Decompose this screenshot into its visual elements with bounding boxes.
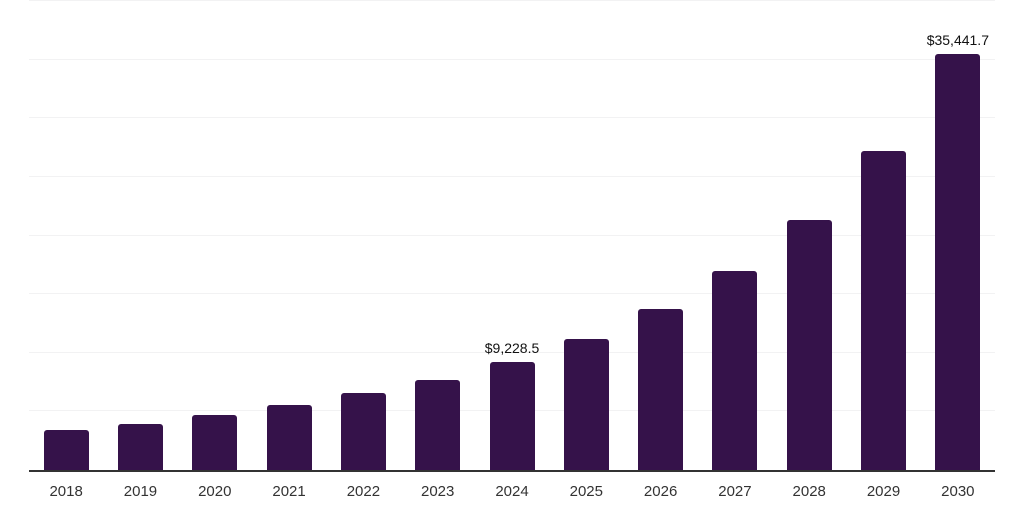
x-axis-label-2028: 2028 [792, 483, 826, 500]
bar-2029 [861, 150, 907, 470]
bar-value-label-2030: $35,441.7 [926, 32, 989, 49]
bar-2024 [489, 361, 535, 470]
gridline-40000 [29, 0, 995, 1]
x-axis-label-2030: 2030 [941, 483, 975, 500]
bar-2019 [117, 423, 163, 470]
x-axis-label-2029: 2029 [866, 483, 901, 500]
bar-2027 [712, 271, 758, 470]
gridline-30000 [29, 117, 995, 119]
bar-2023 [415, 379, 461, 470]
bar-2028 [786, 219, 832, 470]
gridline-10000 [29, 351, 995, 353]
bar-2020 [192, 415, 238, 470]
gridline-15000 [29, 293, 995, 295]
gridline-20000 [29, 234, 995, 236]
bar-2021 [266, 404, 312, 470]
x-axis-label-2022: 2022 [346, 483, 381, 500]
x-axis-label-2025: 2025 [569, 483, 603, 500]
x-axis-label-2023: 2023 [421, 483, 455, 500]
x-axis-label-2019: 2019 [123, 483, 158, 500]
bar-2018 [43, 430, 89, 470]
plot-area: $9,228.5 $35,441.7 [29, 0, 995, 472]
x-axis-label-2027: 2027 [718, 483, 752, 500]
gridline-25000 [29, 175, 995, 177]
bar-2030 [935, 54, 981, 470]
x-axis-label-2024: 2024 [495, 483, 529, 500]
bar-2025 [563, 338, 609, 470]
x-axis: 2018 2019 2020 2021 2022 2023 2024 2025 2026 2027… [29, 484, 995, 504]
bar-value-label-2024: $9,228.5 [484, 339, 540, 356]
x-axis-label-2026: 2026 [643, 483, 678, 500]
x-axis-label-2020: 2020 [198, 483, 232, 500]
x-axis-label-2021: 2021 [272, 483, 306, 500]
bar-2026 [638, 309, 684, 470]
bar-2022 [340, 393, 386, 470]
x-axis-label-2018: 2018 [49, 483, 83, 500]
gridline-35000 [29, 58, 995, 60]
